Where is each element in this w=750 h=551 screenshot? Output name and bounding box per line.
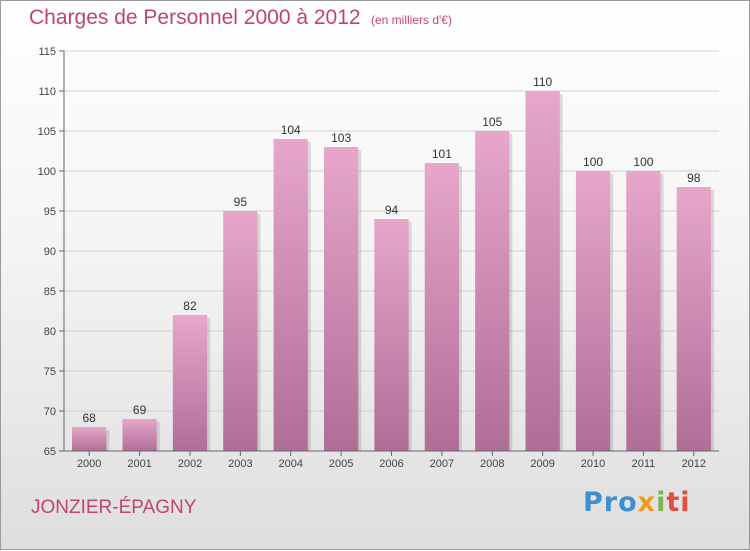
y-tick-label: 95 (44, 206, 56, 218)
value-label: 101 (432, 147, 452, 161)
value-label: 69 (133, 403, 147, 417)
x-tick-label: 2009 (530, 458, 554, 470)
value-label: 103 (331, 131, 351, 145)
bar-2006 (374, 219, 409, 451)
y-tick-label: 65 (44, 446, 56, 458)
x-tick-label: 2010 (581, 458, 605, 470)
value-label: 104 (281, 123, 301, 137)
y-tick-label: 80 (44, 326, 56, 338)
value-label: 94 (385, 203, 399, 217)
logo-part-1: Pro (583, 487, 638, 518)
bar-2003 (223, 211, 258, 451)
y-tick-label: 85 (44, 286, 56, 298)
value-label: 110 (533, 75, 552, 89)
x-tick-label: 2000 (77, 458, 101, 470)
logo-part-4: ti (666, 487, 691, 518)
x-tick-label: 2006 (379, 458, 403, 470)
value-label: 68 (83, 411, 97, 425)
bar-2007 (424, 163, 460, 451)
y-tick-label: 75 (44, 366, 56, 378)
bar-2008 (475, 131, 510, 451)
bar-2001 (122, 419, 157, 451)
logo-part-2: x (637, 487, 657, 518)
bar-2002 (172, 315, 208, 451)
x-tick-label: 2011 (632, 458, 656, 470)
y-tick-label: 70 (44, 406, 56, 418)
bar-2011 (626, 171, 661, 451)
x-tick-label: 2012 (682, 458, 706, 470)
x-tick-label: 2003 (228, 458, 252, 470)
logo-part-3: i (656, 487, 667, 518)
y-tick-label: 110 (38, 86, 56, 98)
x-tick-label: 2007 (430, 458, 454, 470)
y-tick-label: 100 (38, 166, 56, 178)
proxiti-logo[interactable]: Proxiti (583, 487, 691, 518)
bar-2000 (72, 427, 107, 451)
value-label: 100 (583, 155, 603, 169)
x-tick-label: 2002 (178, 458, 202, 470)
commune-name: JONZIER-ÉPAGNY (31, 497, 197, 518)
value-label: 105 (482, 115, 502, 129)
y-tick-label: 105 (38, 126, 56, 138)
bar-2005 (323, 147, 359, 451)
value-label: 82 (183, 299, 197, 313)
chart-subtitle: (en milliers d'€) (371, 13, 452, 27)
x-tick-label: 2008 (480, 458, 504, 470)
chart-title: Charges de Personnel 2000 à 2012 (29, 6, 361, 29)
value-label: 98 (687, 171, 701, 185)
x-tick-label: 2004 (278, 458, 302, 470)
y-tick-label: 115 (38, 46, 56, 58)
value-label: 95 (234, 195, 248, 209)
value-label: 100 (633, 155, 653, 169)
bar-2012 (676, 187, 711, 451)
bar-2010 (575, 171, 611, 451)
y-tick-label: 90 (44, 246, 56, 258)
x-tick-label: 2001 (127, 458, 151, 470)
x-tick-label: 2005 (329, 458, 353, 470)
bar-2009 (525, 91, 560, 451)
bar-2004 (273, 139, 308, 451)
